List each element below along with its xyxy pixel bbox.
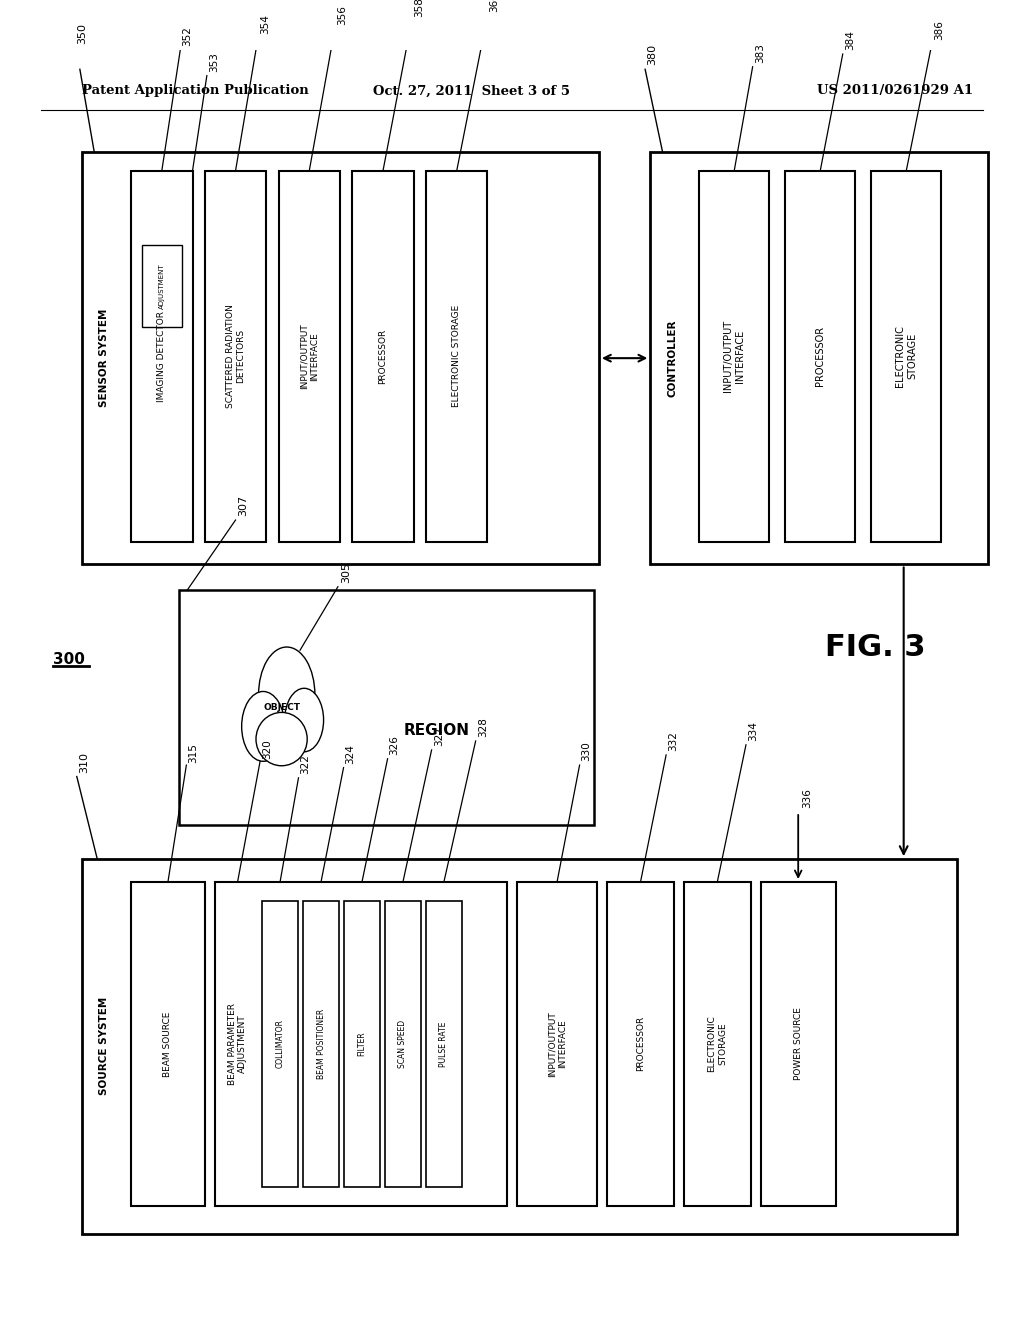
Bar — [262, 902, 298, 1187]
Bar — [344, 902, 380, 1187]
Bar — [205, 170, 266, 541]
Text: PROCESSOR: PROCESSOR — [636, 1016, 645, 1072]
Text: REGION: REGION — [403, 723, 469, 738]
Bar — [131, 170, 193, 541]
Text: INPUT/OUTPUT
INTERFACE: INPUT/OUTPUT INTERFACE — [723, 321, 745, 392]
Text: IMAGING DETECTOR: IMAGING DETECTOR — [158, 310, 166, 401]
Text: 315: 315 — [188, 743, 199, 763]
Text: US 2011/0261929 A1: US 2011/0261929 A1 — [817, 84, 973, 98]
Bar — [131, 882, 205, 1205]
Text: 324: 324 — [346, 744, 355, 764]
Text: 307: 307 — [239, 495, 249, 516]
Bar — [650, 152, 988, 565]
Text: 332: 332 — [668, 731, 678, 751]
Bar — [426, 170, 487, 541]
Bar — [303, 902, 339, 1187]
Text: INPUT/OUTPUT
INTERFACE: INPUT/OUTPUT INTERFACE — [300, 323, 318, 389]
Text: 386: 386 — [934, 20, 944, 40]
Bar — [426, 902, 462, 1187]
Ellipse shape — [256, 713, 307, 766]
Text: 322: 322 — [301, 754, 310, 774]
Text: 336: 336 — [802, 788, 812, 808]
Text: BEAM PARAMETER
ADJUSTMENT: BEAM PARAMETER ADJUSTMENT — [228, 1003, 247, 1085]
Text: 356: 356 — [337, 5, 347, 25]
Text: PULSE RATE: PULSE RATE — [439, 1022, 449, 1067]
Text: CONTROLLER: CONTROLLER — [668, 319, 678, 397]
Text: 326: 326 — [389, 735, 399, 755]
Bar — [82, 152, 599, 565]
Text: 350: 350 — [77, 22, 87, 44]
Text: 327: 327 — [434, 726, 443, 746]
Text: 300: 300 — [53, 652, 85, 667]
Text: COLLIMATOR: COLLIMATOR — [275, 1019, 285, 1068]
Text: 334: 334 — [748, 721, 758, 741]
Bar — [699, 170, 769, 541]
Ellipse shape — [242, 692, 285, 762]
Text: OBJECT: OBJECT — [263, 702, 300, 711]
Text: 352: 352 — [182, 26, 193, 46]
Bar — [385, 902, 421, 1187]
Text: SCAN SPEED: SCAN SPEED — [398, 1020, 408, 1068]
Bar — [352, 170, 414, 541]
Text: 358: 358 — [414, 0, 424, 17]
Text: BEAM POSITIONER: BEAM POSITIONER — [316, 1008, 326, 1078]
Text: 384: 384 — [845, 30, 855, 50]
Text: 383: 383 — [755, 44, 765, 63]
Text: 353: 353 — [209, 51, 219, 71]
Bar — [82, 859, 957, 1234]
Bar — [215, 882, 507, 1205]
Text: ELECTRONIC STORAGE: ELECTRONIC STORAGE — [453, 305, 461, 408]
Text: SENSOR SYSTEM: SENSOR SYSTEM — [99, 309, 110, 408]
Text: SOURCE SYSTEM: SOURCE SYSTEM — [99, 997, 110, 1096]
Bar — [279, 170, 340, 541]
Bar — [141, 246, 182, 326]
Text: ELECTRONIC
STORAGE: ELECTRONIC STORAGE — [708, 1015, 727, 1072]
Text: ADJUSTMENT: ADJUSTMENT — [159, 263, 165, 309]
Text: FIG. 3: FIG. 3 — [825, 632, 926, 661]
Bar — [684, 882, 751, 1205]
Bar — [517, 882, 597, 1205]
Bar — [607, 882, 674, 1205]
Text: FILTER: FILTER — [357, 1031, 367, 1056]
Text: 330: 330 — [582, 742, 592, 762]
Text: POWER SOURCE: POWER SOURCE — [794, 1007, 803, 1080]
Text: 360: 360 — [489, 0, 500, 12]
Bar — [785, 170, 855, 541]
Bar — [871, 170, 941, 541]
Text: PROCESSOR: PROCESSOR — [379, 329, 387, 384]
Text: 380: 380 — [647, 45, 657, 66]
Text: INPUT/OUTPUT
INTERFACE: INPUT/OUTPUT INTERFACE — [548, 1011, 566, 1077]
Text: Oct. 27, 2011  Sheet 3 of 5: Oct. 27, 2011 Sheet 3 of 5 — [373, 84, 569, 98]
Text: 305: 305 — [341, 562, 351, 583]
Text: SCATTERED RADIATION
DETECTORS: SCATTERED RADIATION DETECTORS — [226, 305, 245, 408]
Text: 310: 310 — [79, 751, 89, 772]
Text: 320: 320 — [262, 739, 272, 759]
Text: ELECTRONIC
STORAGE: ELECTRONIC STORAGE — [895, 325, 918, 387]
Ellipse shape — [285, 688, 324, 752]
Text: Patent Application Publication: Patent Application Publication — [82, 84, 308, 98]
Bar — [761, 882, 836, 1205]
Ellipse shape — [258, 647, 315, 742]
Text: 354: 354 — [260, 15, 270, 34]
Text: BEAM SOURCE: BEAM SOURCE — [164, 1011, 172, 1077]
Text: 328: 328 — [477, 717, 487, 737]
Bar — [179, 590, 594, 825]
Text: PROCESSOR: PROCESSOR — [815, 326, 825, 387]
